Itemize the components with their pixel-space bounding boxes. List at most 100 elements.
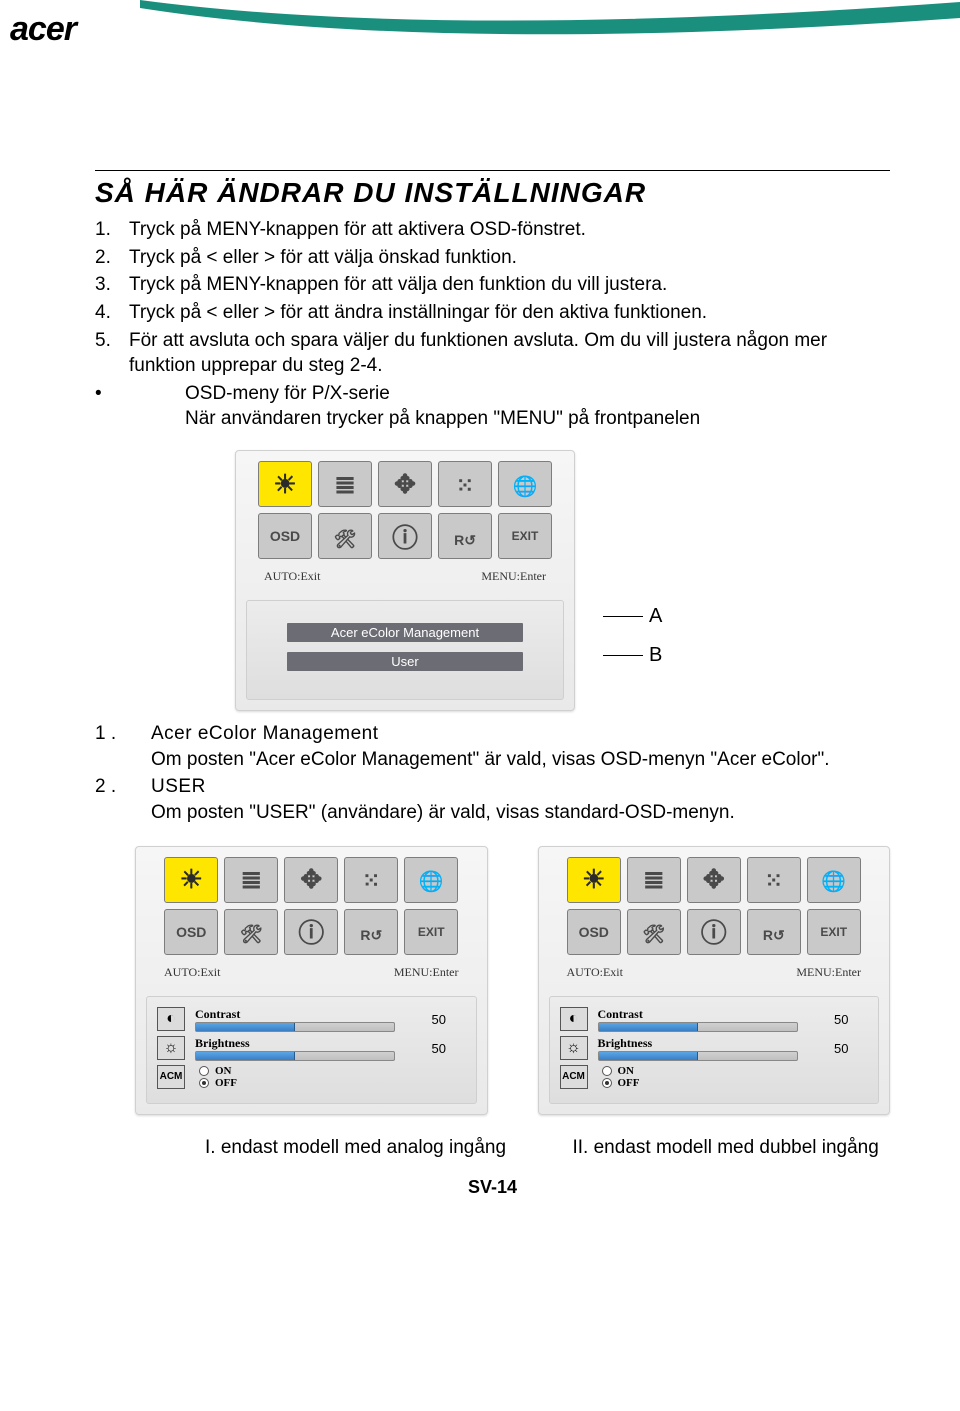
osd-hints: AUTO:Exit MENU:Enter: [549, 961, 880, 990]
radio-icon: [199, 1066, 209, 1076]
option-descriptions: 1 . Acer eColor Management Om posten "Ac…: [95, 721, 890, 826]
label-b: B: [649, 644, 662, 666]
osd-panel: OSD EXIT AUTO:Exit MENU:Enter Acer eColo…: [235, 450, 575, 711]
tools-icon[interactable]: [318, 513, 372, 559]
step-text: Tryck på MENY-knappen för att välja den …: [129, 272, 890, 298]
menu-icon[interactable]: [627, 857, 681, 903]
tools-icon[interactable]: [224, 909, 278, 955]
step-text: Tryck på < eller > för att välja önskad …: [129, 245, 890, 271]
section-title: Acer eColor Management: [151, 721, 890, 747]
color-icon[interactable]: [747, 857, 801, 903]
bullet-subtitle: När användaren trycker på knappen "MENU"…: [129, 406, 700, 432]
section-body: Om posten "USER" (användare) är vald, vi…: [151, 800, 890, 826]
contrast-icon: [560, 1007, 588, 1031]
acm-on-option[interactable]: ON: [199, 1065, 237, 1077]
reset-icon[interactable]: [344, 909, 398, 955]
hint-menu-enter: MENU:Enter: [481, 569, 546, 584]
brightness-icon[interactable]: [567, 857, 621, 903]
osd-icon-grid: OSD EXIT: [549, 857, 880, 955]
radio-icon: [602, 1078, 612, 1088]
step-number: 4.: [95, 300, 129, 326]
reset-icon[interactable]: [747, 909, 801, 955]
osd-icon-grid: OSD EXIT: [146, 857, 477, 955]
brightness-value: 50: [432, 1041, 462, 1056]
contrast-slider[interactable]: [195, 1022, 395, 1032]
osd-icon[interactable]: OSD: [258, 513, 312, 559]
menu-icon[interactable]: [318, 461, 372, 507]
figure-captions: I. endast modell med analog ingång II. e…: [205, 1137, 890, 1159]
section-number: 1 .: [95, 721, 151, 772]
on-label: ON: [618, 1065, 635, 1077]
acm-icon: ACM: [157, 1065, 185, 1089]
osd-figure-main: OSD EXIT AUTO:Exit MENU:Enter Acer eColo…: [235, 450, 890, 711]
contrast-slider[interactable]: [598, 1022, 798, 1032]
callout-line: [603, 655, 643, 656]
brightness-icon: [157, 1036, 185, 1060]
user-button[interactable]: User: [287, 652, 523, 671]
osd-comparison-row: OSD EXIT AUTO:Exit MENU:Enter Contrast 5…: [135, 846, 890, 1115]
language-icon[interactable]: [404, 857, 458, 903]
contrast-label: Contrast: [195, 1007, 422, 1022]
brightness-slider[interactable]: [195, 1051, 395, 1061]
brightness-icon[interactable]: [258, 461, 312, 507]
osd-hints: AUTO:Exit MENU:Enter: [146, 961, 477, 990]
osd-icon[interactable]: OSD: [164, 909, 218, 955]
off-label: OFF: [215, 1077, 237, 1089]
step-text: Tryck på < eller > för att ändra inställ…: [129, 300, 890, 326]
contrast-icon: [157, 1007, 185, 1031]
position-icon[interactable]: [378, 461, 432, 507]
hint-menu-enter: MENU:Enter: [796, 965, 861, 980]
label-a: A: [649, 605, 662, 627]
contrast-row: Contrast 50: [157, 1007, 462, 1032]
contrast-value: 50: [834, 1012, 864, 1027]
exit-icon[interactable]: EXIT: [807, 909, 861, 955]
ecolor-button[interactable]: Acer eColor Management: [287, 623, 523, 642]
acm-off-option[interactable]: OFF: [199, 1077, 237, 1089]
color-icon[interactable]: [344, 857, 398, 903]
osd-hints: AUTO:Exit MENU:Enter: [246, 565, 564, 594]
settings-panel: Contrast 50 Brightness 50 ACM: [146, 996, 477, 1104]
position-icon[interactable]: [284, 857, 338, 903]
brightness-icon[interactable]: [164, 857, 218, 903]
off-label: OFF: [618, 1077, 640, 1089]
language-icon[interactable]: [498, 461, 552, 507]
acm-on-option[interactable]: ON: [602, 1065, 640, 1077]
hint-menu-enter: MENU:Enter: [394, 965, 459, 980]
reset-icon[interactable]: [438, 513, 492, 559]
hint-auto-exit: AUTO:Exit: [567, 965, 623, 980]
caption-dual: II. endast modell med dubbel ingång: [573, 1137, 891, 1159]
page-number: SV-14: [95, 1177, 890, 1198]
exit-icon[interactable]: EXIT: [404, 909, 458, 955]
bullet-item: • OSD-meny för P/X-serie När användaren …: [95, 381, 890, 432]
info-icon[interactable]: [284, 909, 338, 955]
heading-rule: [95, 170, 890, 171]
osd-icon[interactable]: OSD: [567, 909, 621, 955]
info-icon[interactable]: [378, 513, 432, 559]
page-header: acer: [0, 0, 960, 70]
acm-off-option[interactable]: OFF: [602, 1077, 640, 1089]
instruction-steps: 1.Tryck på MENY-knappen för att aktivera…: [95, 217, 890, 379]
osd-icon-grid: OSD EXIT: [246, 461, 564, 559]
menu-icon[interactable]: [224, 857, 278, 903]
tools-icon[interactable]: [627, 909, 681, 955]
step-text: Tryck på MENY-knappen för att aktivera O…: [129, 217, 890, 243]
osd-panel-dual: OSD EXIT AUTO:Exit MENU:Enter Contrast 5…: [538, 846, 891, 1115]
caption-analog: I. endast modell med analog ingång: [205, 1137, 523, 1159]
step-text: För att avsluta och spara väljer du funk…: [129, 328, 890, 379]
header-swoosh: [140, 0, 960, 70]
brightness-slider[interactable]: [598, 1051, 798, 1061]
osd-sub-panel: Acer eColor Management User: [246, 600, 564, 700]
radio-icon: [199, 1078, 209, 1088]
page-heading: SÅ HÄR ÄNDRAR DU INSTÄLLNINGAR: [95, 177, 890, 209]
page-content: SÅ HÄR ÄNDRAR DU INSTÄLLNINGAR 1.Tryck p…: [0, 70, 960, 1198]
section-body: Om posten "Acer eColor Management" är va…: [151, 747, 890, 773]
info-icon[interactable]: [687, 909, 741, 955]
position-icon[interactable]: [687, 857, 741, 903]
acm-row: ACM ON OFF: [560, 1065, 865, 1089]
step-number: 5.: [95, 328, 129, 379]
language-icon[interactable]: [807, 857, 861, 903]
exit-icon[interactable]: EXIT: [498, 513, 552, 559]
acm-row: ACM ON OFF: [157, 1065, 462, 1089]
hint-auto-exit: AUTO:Exit: [164, 965, 220, 980]
color-icon[interactable]: [438, 461, 492, 507]
